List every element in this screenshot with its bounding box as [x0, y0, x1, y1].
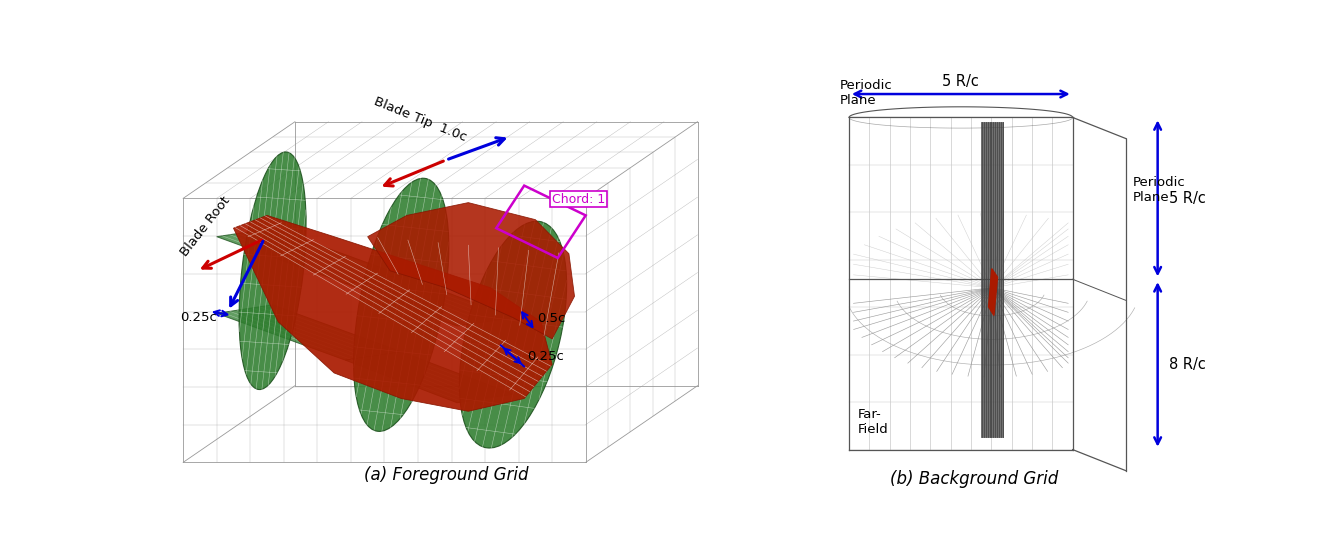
Text: Far-
Field: Far- Field [858, 408, 889, 436]
Text: Blade Tip  1.0c: Blade Tip 1.0c [373, 95, 469, 144]
Text: 5 R/c: 5 R/c [942, 74, 980, 90]
Text: 5 R/c: 5 R/c [1169, 191, 1206, 206]
Polygon shape [217, 228, 401, 284]
Ellipse shape [459, 221, 567, 448]
Text: (b) Background Grid: (b) Background Grid [890, 470, 1058, 488]
Text: Chord: 1: Chord: 1 [552, 192, 606, 206]
Text: 0.25c: 0.25c [181, 311, 217, 324]
Text: Periodic
Plane: Periodic Plane [1133, 176, 1186, 204]
Text: (a) Foreground Grid: (a) Foreground Grid [363, 466, 528, 484]
Polygon shape [345, 275, 512, 326]
Text: Blade Root: Blade Root [178, 194, 233, 259]
Ellipse shape [354, 178, 449, 431]
Text: 0.5c: 0.5c [536, 312, 566, 325]
Polygon shape [233, 216, 552, 411]
Text: Periodic
Plane: Periodic Plane [840, 79, 893, 107]
Polygon shape [989, 269, 997, 315]
Polygon shape [345, 352, 512, 403]
Text: 0.25c: 0.25c [527, 350, 564, 363]
Text: 8 R/c: 8 R/c [1169, 357, 1206, 372]
Polygon shape [217, 305, 401, 360]
Ellipse shape [240, 152, 306, 389]
Polygon shape [367, 202, 575, 339]
